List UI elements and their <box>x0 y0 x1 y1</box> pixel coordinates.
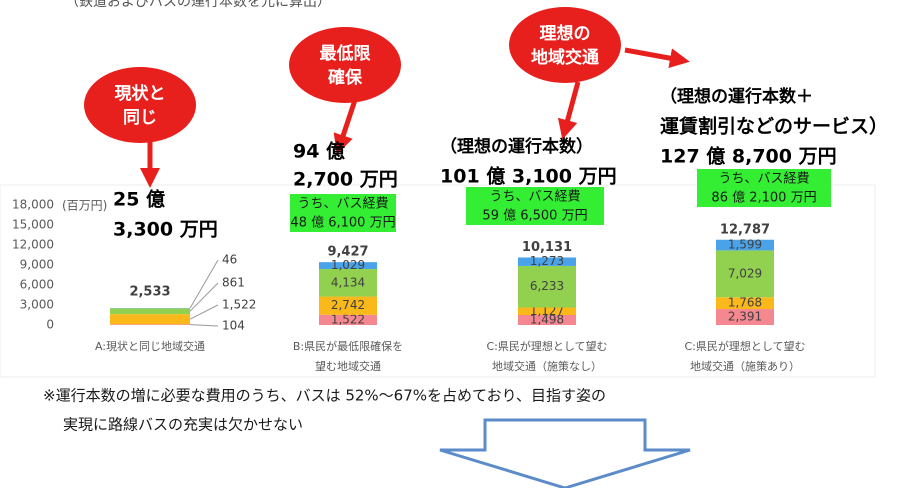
value-label: 46 <box>222 253 237 267</box>
total-label: 2,533 <box>129 285 170 300</box>
x-tick-label: C:県民が理想として望む <box>684 339 805 353</box>
value-label: 861 <box>222 276 245 290</box>
amount-text: 2,700 万円 <box>293 169 398 191</box>
badge <box>289 27 401 103</box>
y-unit: (百万円) <box>62 199 107 213</box>
footnote: 実現に路線バスの充実は欠かせない <box>63 416 303 434</box>
bus-cost-text: うち、バス経費 <box>297 197 388 212</box>
amount-text: 101 億 3,100 万円 <box>440 165 617 188</box>
value-label: 2,391 <box>728 310 762 324</box>
amount-text: 3,300 万円 <box>113 219 218 241</box>
badge-text: 地域交通 <box>531 47 599 68</box>
bar-segment <box>110 308 190 314</box>
footnote: ※運行本数の増に必要な費用のうち、バスは 52%～67%を占めており、目指す姿の <box>43 387 606 405</box>
x-tick-label: 地域交通（施策なし） <box>492 359 602 373</box>
x-tick-label: C:県民が理想として望む <box>486 339 607 353</box>
value-label: 4,134 <box>331 275 365 289</box>
y-tick-label: 9,000 <box>20 258 54 272</box>
y-tick-label: 15,000 <box>12 218 54 232</box>
total-label: 9,427 <box>327 245 368 260</box>
y-tick-label: 6,000 <box>20 278 54 292</box>
badge-text: 最低限 <box>320 43 371 64</box>
leader-line <box>190 325 218 326</box>
y-tick-label: 0 <box>46 318 54 332</box>
leader-line <box>190 260 218 308</box>
y-tick-label: 3,000 <box>20 298 54 312</box>
value-label: 1,029 <box>331 258 365 272</box>
badge-text: 同じ <box>123 108 157 128</box>
value-label: 1,768 <box>728 296 762 310</box>
bar-segment <box>110 324 190 325</box>
amount-text: 94 億 <box>293 140 345 163</box>
top-note: （鉄道およびバスの運行本数を元に算出） <box>65 0 331 10</box>
amount-text: （理想の運行本数＋ <box>660 86 813 107</box>
amount-text: 127 億 8,700 万円 <box>660 145 837 168</box>
value-label: 1,522 <box>222 298 256 312</box>
amount-text: （理想の運行本数） <box>440 136 593 157</box>
x-tick-label: A:現状と同じ地域交通 <box>95 339 205 353</box>
value-label: 6,233 <box>530 279 564 293</box>
badge-text: 理想の <box>540 23 591 44</box>
bus-cost-text: うち、バス経費 <box>718 172 809 187</box>
value-label: 104 <box>222 319 245 333</box>
total-label: 10,131 <box>522 240 572 255</box>
x-tick-label: 望む地域交通 <box>315 359 381 373</box>
badge-text: 確保 <box>328 67 363 88</box>
bus-cost-text: 48 億 6,100 万円 <box>290 215 395 231</box>
badge <box>84 67 196 143</box>
bus-cost-text: 86 億 2,100 万円 <box>711 190 816 206</box>
value-label: 1,273 <box>530 254 564 268</box>
x-tick-label: 地域交通（施策あり） <box>690 359 800 373</box>
total-label: 12,787 <box>720 222 770 237</box>
badge-text: 現状と <box>115 83 166 104</box>
value-label: 2,742 <box>331 298 365 312</box>
bus-cost-text: 59 億 6,500 万円 <box>482 208 587 224</box>
bus-cost-text: うち、バス経費 <box>489 190 580 205</box>
amount-text: 25 億 <box>113 188 165 211</box>
y-tick-label: 12,000 <box>12 238 54 252</box>
amount-text: 運賃割引などのサービス） <box>660 115 888 138</box>
bar-segment <box>110 314 190 324</box>
value-label: 7,029 <box>728 266 762 280</box>
down-arrow <box>440 420 690 488</box>
value-label: 1,599 <box>728 238 762 252</box>
x-tick-label: B:県民が最低限確保を <box>293 339 403 353</box>
y-tick-label: 18,000 <box>12 198 54 212</box>
badge <box>509 7 621 83</box>
